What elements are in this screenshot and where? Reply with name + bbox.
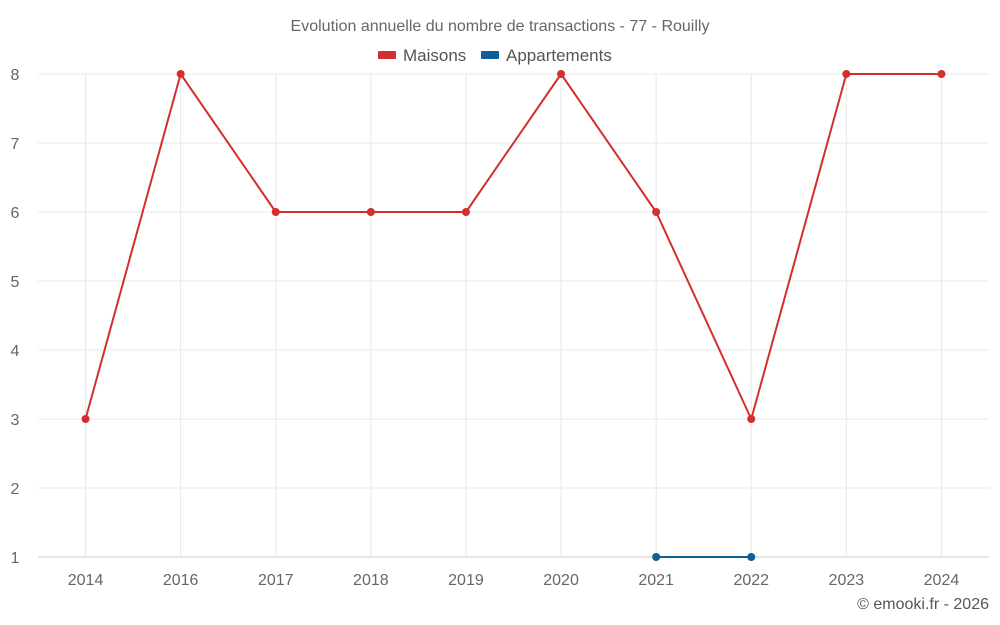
gridlines [38,73,989,558]
data-point-maisons[interactable] [176,70,185,78]
data-point-maisons[interactable] [937,70,946,78]
data-point-appartements[interactable] [747,553,756,561]
data-point-maisons[interactable] [461,208,470,216]
legend-swatch-maisons [378,51,396,59]
y-tick-label: 4 [11,343,20,360]
legend-item-maisons[interactable]: Maisons [378,46,466,65]
x-tick-label: 2019 [448,572,484,589]
chart-title: Evolution annuelle du nombre de transact… [291,18,710,35]
legend: Maisons Appartements [378,46,612,65]
x-tick-label: 2023 [829,572,865,589]
x-tick-label: 2022 [733,572,769,589]
y-tick-label: 7 [11,136,20,153]
y-tick-label: 6 [11,205,20,222]
x-axis-ticks: 2014 2016 2017 2018 2019 2020 2021 2022 2023 2024 [68,572,960,589]
y-tick-label: 8 [11,67,20,84]
data-point-maisons[interactable] [81,415,90,423]
data-point-appartements[interactable] [652,553,661,561]
legend-label-appartements: Appartements [506,46,612,65]
legend-label-maisons: Maisons [403,46,466,65]
data-point-maisons[interactable] [366,208,375,216]
data-point-maisons[interactable] [842,70,851,78]
series-line-maisons [84,73,942,420]
x-tick-label: 2021 [638,572,674,589]
x-tick-label: 2018 [353,572,389,589]
legend-swatch-appartements [481,51,499,59]
series-layer [81,70,946,561]
x-tick-label: 2014 [68,572,104,589]
y-tick-label: 1 [11,550,20,567]
data-point-maisons[interactable] [557,70,566,78]
data-point-maisons[interactable] [747,415,756,423]
x-tick-label: 2024 [924,572,960,589]
data-point-maisons[interactable] [271,208,280,216]
data-point-maisons[interactable] [652,208,661,216]
legend-item-appartements[interactable]: Appartements [481,46,612,65]
y-tick-label: 3 [11,412,20,429]
y-axis-ticks: 1 2 3 4 5 6 7 8 [11,67,20,567]
x-tick-label: 2016 [163,572,199,589]
credit-text: © emooki.fr - 2026 [857,596,989,613]
y-tick-label: 2 [11,481,20,498]
x-tick-label: 2020 [543,572,579,589]
x-tick-label: 2017 [258,572,294,589]
y-tick-label: 5 [11,274,20,291]
